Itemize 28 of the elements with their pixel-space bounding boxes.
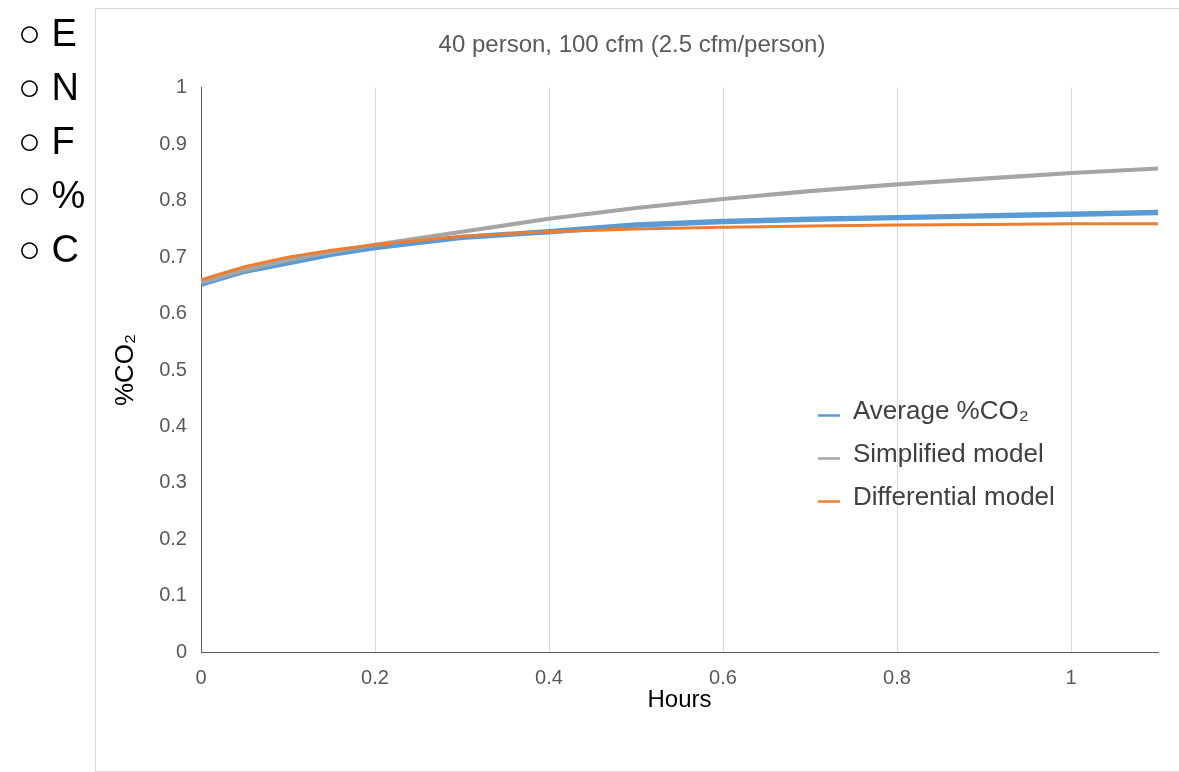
legend-label: Differential model — [853, 480, 1055, 511]
chart-title: 40 person, 100 cfm (2.5 cfm/person) — [438, 30, 826, 58]
x-tick-label: 0 — [195, 665, 207, 688]
y-tick-label: 0.4 — [159, 413, 187, 436]
x-axis-title: Hours — [647, 685, 712, 713]
text: ○ N — [18, 65, 80, 110]
y-tick-label: 0.2 — [159, 526, 187, 549]
y-tick-label: 0.9 — [159, 131, 187, 154]
y-tick-label: 0 — [175, 639, 187, 662]
y-tick-label: 0.8 — [159, 188, 187, 211]
text: ○ % — [18, 173, 87, 218]
y-tick-label: 0.6 — [159, 301, 187, 324]
x-tick-label: 0.6 — [709, 665, 737, 688]
x-tick-label: 0.2 — [361, 665, 389, 688]
legend-label: Average %CO₂ — [853, 394, 1029, 425]
text: ○ F — [18, 119, 76, 164]
y-axis-title: %CO₂ — [108, 333, 139, 407]
y-tick-label: 1 — [175, 75, 187, 98]
x-tick-label: 0.8 — [883, 665, 911, 688]
y-tick-label: 0.1 — [159, 583, 187, 606]
x-tick-label: 1 — [1065, 665, 1077, 688]
y-tick-label: 0.3 — [159, 470, 187, 493]
x-tick-label: 0.4 — [535, 665, 563, 688]
text: ○ C — [18, 227, 80, 272]
y-tick-label: 0.5 — [159, 357, 187, 380]
text: ○ E — [18, 11, 78, 56]
y-tick-label: 0.7 — [159, 244, 187, 267]
legend-label: Simplified model — [853, 437, 1044, 468]
